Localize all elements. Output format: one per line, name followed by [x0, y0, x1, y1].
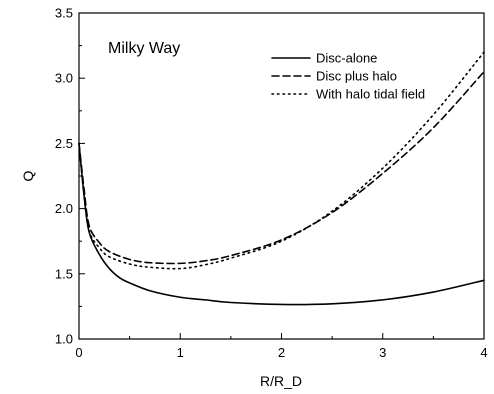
y-tick-label: 1.0 [55, 332, 73, 347]
series-line-disc-alone [78, 142, 485, 306]
series-line-with-halo-tidal-field [78, 51, 485, 270]
y-tick-label: 2.5 [55, 136, 73, 151]
y-tick-label: 2.0 [55, 201, 73, 216]
x-axis-label: R/R_D [260, 373, 302, 389]
axis-ticks [78, 12, 485, 340]
x-tick-label: 1 [177, 345, 184, 360]
legend-label-disc-alone: Disc-alone [316, 51, 377, 66]
plot-frame [78, 12, 485, 340]
series-line-disc-plus-halo [78, 70, 485, 265]
x-tick-label: 4 [480, 345, 487, 360]
y-axis-label: Q [20, 170, 36, 181]
legend-label-disc-plus-halo: Disc plus halo [316, 69, 397, 84]
x-tick-label: 3 [379, 345, 386, 360]
legend: Disc-alone Disc plus halo With halo tidal … [271, 51, 425, 102]
y-tick-label: 3.5 [55, 6, 73, 21]
y-tick-label: 1.5 [55, 266, 73, 281]
legend-label-with-halo-tidal-field: With halo tidal field [316, 87, 425, 102]
x-tick-label: 0 [75, 345, 82, 360]
chart-annotation: Milky Way [108, 40, 180, 57]
x-tick-label: 2 [278, 345, 285, 360]
series-lines [78, 51, 485, 306]
y-tick-label: 3.0 [55, 71, 73, 86]
tick-labels: 0 1 2 3 4 1.0 1.5 2.0 2.5 3.0 3.5 [55, 6, 488, 361]
